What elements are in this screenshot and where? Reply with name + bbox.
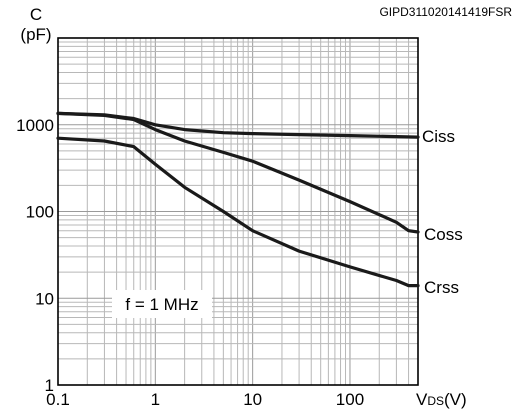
- series-label-ciss: Ciss: [422, 127, 455, 146]
- y-axis-unit: (pF): [20, 25, 51, 44]
- frequency-annotation: f = 1 MHz: [125, 295, 198, 314]
- series-label-coss: Coss: [424, 225, 463, 244]
- x-tick-label: 10: [243, 390, 262, 409]
- grid-lines: [57, 38, 419, 386]
- x-tick-label: 1: [151, 390, 160, 409]
- x-tick-label: 100: [336, 390, 364, 409]
- y-tick-label: 1: [45, 376, 54, 395]
- x-tick-label: 0.1: [46, 390, 70, 409]
- y-tick-label: 100: [26, 203, 54, 222]
- plot-frame: [57, 37, 419, 386]
- y-tick-label: 1000: [16, 116, 54, 135]
- series-line-crss: [56, 136, 420, 288]
- annotation-box: [112, 290, 212, 318]
- y-tick-label: 10: [35, 289, 54, 308]
- y-axis-label: C: [30, 5, 42, 24]
- series-line-coss: [56, 111, 420, 234]
- figure-code: GIPD311020141419FSR: [379, 5, 512, 19]
- series-label-crss: Crss: [424, 278, 459, 297]
- labels: 0.1 1 10 1001101001000C(pF)VDS(V)GIPD311020…: [16, 5, 512, 409]
- x-axis-label: VDS(V): [416, 390, 467, 409]
- series-curves: [56, 111, 420, 288]
